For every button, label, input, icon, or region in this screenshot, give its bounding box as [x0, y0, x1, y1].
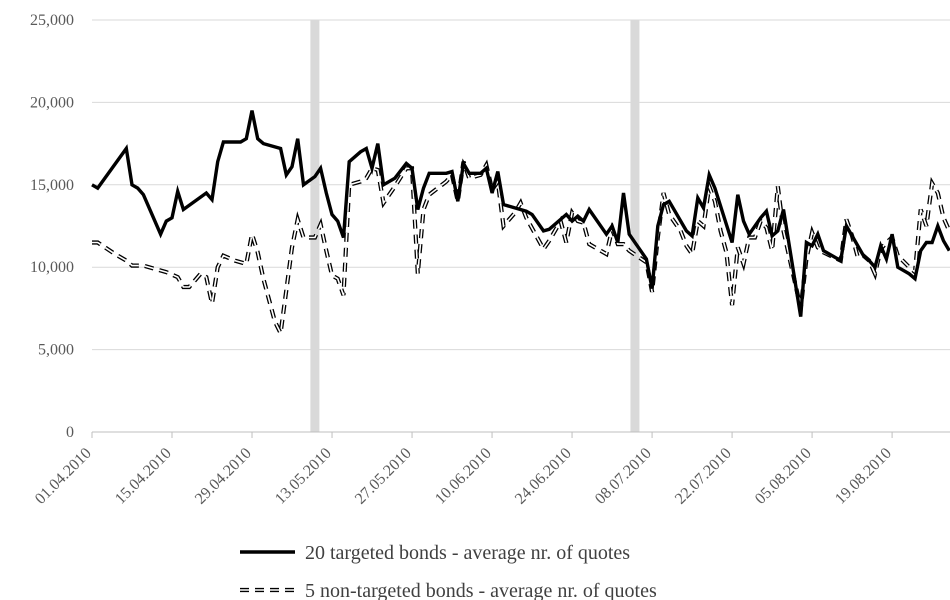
x-tick-label: 27.05.2010 [352, 445, 415, 508]
shaded-band [630, 20, 640, 432]
x-tick-label: 22.07.2010 [672, 445, 735, 508]
x-tick-label: 13.05.2010 [272, 445, 335, 508]
x-tick-label: 24.06.2010 [512, 445, 575, 508]
axes [91, 431, 950, 438]
y-tick-label: 10,000 [30, 259, 74, 276]
shaded-periods [310, 20, 640, 432]
x-tick-label: 08.07.2010 [592, 445, 655, 508]
x-tick-label: 29.04.2010 [192, 445, 255, 508]
x-tick-label: 15.04.2010 [112, 445, 175, 508]
y-tick-label: 5,000 [38, 342, 74, 359]
y-tick-labels: 0 5,000 10,000 15,000 20,000 25,000 [30, 12, 74, 441]
y-tick-label: 25,000 [30, 12, 74, 29]
series-lines [91, 110, 950, 341]
legend-label: 20 targeted bonds - average nr. of quote… [305, 542, 630, 564]
legend-label: 5 non-targeted bonds - average nr. of qu… [305, 580, 657, 600]
legend: 20 targeted bonds - average nr. of quote… [240, 542, 657, 600]
x-tick-labels: 01.04.2010 15.04.2010 29.04.2010 13.05.2010… [32, 445, 895, 508]
series-line-non-targeted-inner [92, 161, 950, 336]
shaded-band [310, 20, 320, 432]
x-tick-label: 05.08.2010 [752, 445, 815, 508]
x-tick-label: 10.06.2010 [432, 445, 495, 508]
x-tick-label: 01.04.2010 [32, 445, 95, 508]
y-tick-label: 0 [66, 424, 74, 441]
y-tick-label: 20,000 [30, 94, 74, 111]
x-tick-label: 19.08.2010 [832, 445, 895, 508]
gridlines [92, 19, 950, 351]
series-line-targeted [91, 110, 950, 317]
y-tick-label: 15,000 [30, 177, 74, 194]
